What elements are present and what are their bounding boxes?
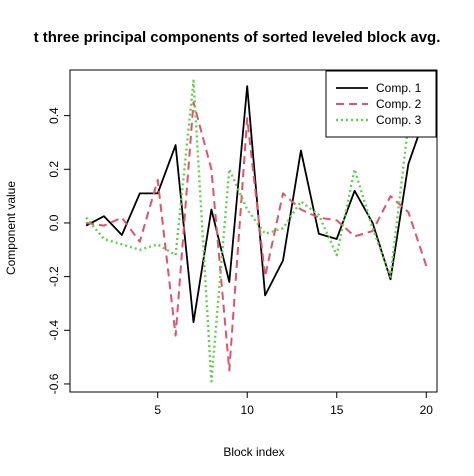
- legend-label-comp-1: Comp. 1: [376, 81, 422, 95]
- plot-area: 5 10 15 20 -0.6 -0.4 -0.2 0.0 0.2 0.4 Comp. 1 Comp.…: [47, 69, 438, 417]
- legend-label-comp-3: Comp. 3: [376, 113, 422, 127]
- y-tick-label: 0.0: [47, 214, 61, 231]
- y-tick-label: 0.4: [47, 107, 61, 124]
- x-axis-label: Block index: [223, 445, 284, 459]
- series-line-comp-2: [85, 101, 428, 372]
- y-tick-label: -0.6: [47, 373, 61, 394]
- y-axis-label: Component value: [4, 181, 18, 275]
- y-tick-label: -0.4: [47, 320, 61, 341]
- legend-label-comp-2: Comp. 2: [376, 97, 422, 111]
- chart-title: t three principal components of sorted l…: [34, 29, 441, 46]
- x-tick-label: 5: [154, 403, 161, 417]
- x-tick-label: 15: [330, 403, 344, 417]
- x-tick-label: 20: [420, 403, 434, 417]
- x-tick-label: 10: [241, 403, 255, 417]
- y-tick-label: 0.2: [47, 161, 61, 178]
- y-tick-label: -0.2: [47, 266, 61, 287]
- legend-box: [325, 70, 437, 138]
